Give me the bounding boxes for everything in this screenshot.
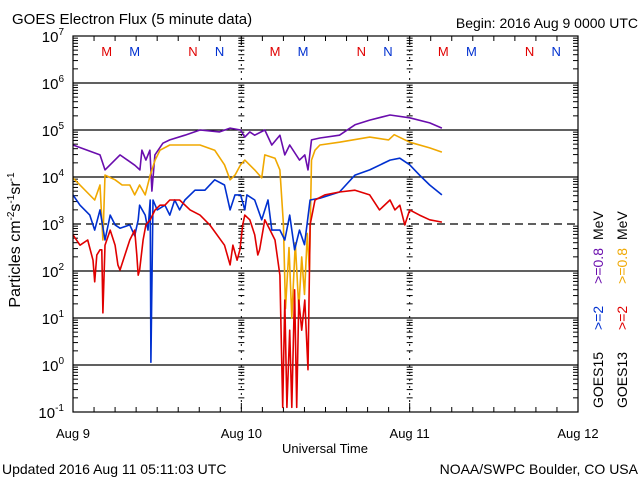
- satellite-marker-m: M: [466, 44, 477, 59]
- y-tick-label: 106: [42, 74, 65, 93]
- legend-goes15: GOES15>=2>=0.8MeV: [590, 211, 606, 408]
- satellite-marker-m: M: [438, 44, 449, 59]
- updated-time: Updated 2016 Aug 11 05:11:03 UTC: [2, 461, 226, 477]
- series-line-2: [72, 157, 443, 363]
- series-line-3: [72, 189, 443, 409]
- satellite-marker-n: N: [383, 44, 392, 59]
- credit: NOAA/SWPC Boulder, CO USA: [440, 461, 639, 477]
- x-tick-labels: Aug 9 Aug 10 Aug 11 Aug 12: [56, 426, 599, 441]
- y-tick-label: 101: [42, 309, 65, 328]
- satellite-marker-n: N: [525, 44, 534, 59]
- satellite-marker-m: M: [101, 44, 112, 59]
- series-line-0: [72, 114, 443, 192]
- begin-time: Begin: 2016 Aug 9 0000 UTC: [456, 15, 638, 31]
- legend: GOES15>=2>=0.8MeV GOES13>=2>=0.8MeV: [590, 211, 630, 408]
- y-axis-label: Particles cm-2s-1sr-1: [6, 172, 24, 308]
- satellite-marker-n: N: [215, 44, 224, 59]
- satellite-marker-n: N: [552, 44, 561, 59]
- x-axis-label: Universal Time: [282, 441, 368, 456]
- satellite-marker-m: M: [129, 44, 140, 59]
- series-line-1: [72, 133, 443, 319]
- grid-lines: [73, 36, 578, 412]
- y-tick-label: 104: [42, 168, 65, 187]
- series-lines: [72, 114, 443, 409]
- y-tick-label: 10-1: [38, 403, 64, 422]
- y-tick-labels: 107 106 105 104 103 102 101 100 10-1: [38, 27, 64, 422]
- chart-title: GOES Electron Flux (5 minute data): [12, 11, 252, 28]
- satellite-marker-n: N: [188, 44, 197, 59]
- satellite-marker-m: M: [298, 44, 309, 59]
- y-tick-label: 100: [42, 356, 65, 375]
- legend-goes13: GOES13>=2>=0.8MeV: [614, 211, 630, 408]
- satellite-marker-n: N: [357, 44, 366, 59]
- satellite-marker-m: M: [270, 44, 281, 59]
- y-tick-label: 103: [42, 215, 65, 234]
- x-tick-label: Aug 9: [56, 426, 90, 441]
- axis-ticks: [73, 36, 578, 412]
- x-tick-label: Aug 11: [390, 426, 430, 441]
- y-tick-label: 107: [42, 27, 65, 46]
- x-tick-label: Aug 10: [221, 426, 262, 441]
- y-tick-label: 105: [42, 121, 65, 140]
- x-tick-label: Aug 12: [557, 426, 598, 441]
- plot-frame: [72, 35, 579, 413]
- y-tick-label: 102: [42, 262, 65, 281]
